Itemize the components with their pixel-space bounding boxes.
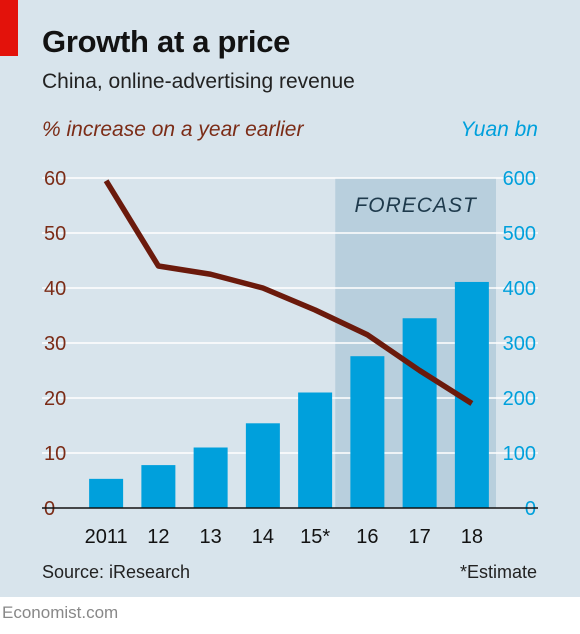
bar: [193, 447, 228, 508]
bar: [89, 478, 124, 508]
y-right-tick-label: 500: [503, 223, 536, 245]
x-tick-label: 17: [409, 526, 431, 548]
bar: [350, 356, 385, 508]
chart-plot: FORECAST 0 0 10 100 20 200 30 300 40 400 50 500 60 600…: [42, 168, 538, 548]
y-left-tick-label: 30: [44, 333, 66, 355]
brand-red-tab: [0, 0, 18, 56]
source-note: Source: iResearch: [42, 562, 191, 582]
y-right-tick-label: 100: [503, 443, 536, 465]
chart-subtitle: China, online-advertising revenue: [42, 70, 355, 93]
forecast-label: FORECAST: [354, 194, 478, 217]
bar: [402, 318, 437, 508]
bar: [245, 423, 280, 508]
y-left-tick-label: 60: [44, 168, 66, 190]
x-tick-label: 16: [356, 526, 378, 548]
y-left-tick-label: 0: [44, 498, 55, 520]
x-tick-label: 13: [200, 526, 222, 548]
growth-line: [103, 179, 474, 406]
y-axis-left-label: % increase on a year earlier: [42, 118, 304, 141]
chart-title: Growth at a price: [42, 24, 291, 59]
x-tick-label: 2011: [85, 526, 128, 548]
y-left-tick-label: 40: [44, 278, 66, 300]
y-right-tick-label: 400: [503, 278, 536, 300]
y-right-tick-label: 0: [525, 498, 536, 520]
x-tick-label: 14: [252, 526, 274, 548]
bar: [141, 465, 176, 508]
y-left-tick-label: 20: [44, 388, 66, 410]
y-left-tick-label: 10: [44, 443, 66, 465]
y-right-tick-label: 300: [503, 333, 536, 355]
x-tick-label: 15*: [300, 526, 330, 548]
y-axis-right-label: Yuan bn: [460, 118, 538, 141]
y-left-tick-label: 50: [44, 223, 66, 245]
x-tick-label: 12: [147, 526, 169, 548]
footnote: *Estimate: [459, 562, 537, 582]
x-tick-label: 18: [461, 526, 483, 548]
brand-credit: Economist.com: [2, 603, 119, 622]
y-right-tick-label: 600: [503, 168, 536, 190]
y-right-tick-label: 200: [503, 388, 536, 410]
bar: [298, 392, 333, 508]
